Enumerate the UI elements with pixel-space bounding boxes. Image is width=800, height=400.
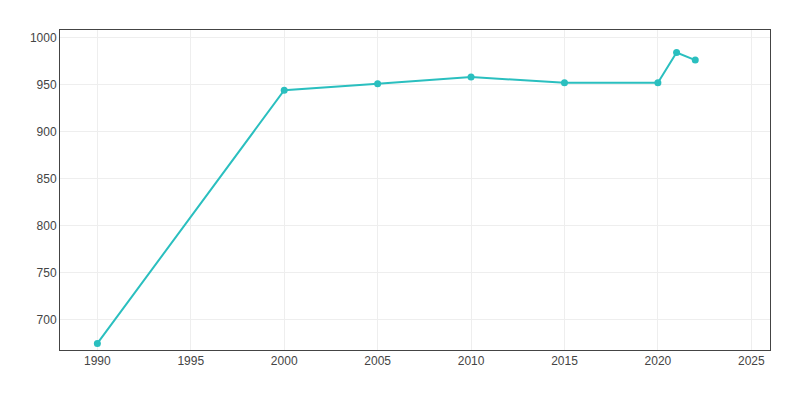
svg-text:850: 850 bbox=[37, 172, 57, 186]
svg-text:950: 950 bbox=[37, 78, 57, 92]
svg-text:800: 800 bbox=[37, 219, 57, 233]
svg-text:2015: 2015 bbox=[551, 354, 578, 368]
svg-text:2020: 2020 bbox=[645, 354, 672, 368]
svg-text:2005: 2005 bbox=[364, 354, 391, 368]
svg-text:1000: 1000 bbox=[30, 31, 57, 45]
svg-text:700: 700 bbox=[37, 313, 57, 327]
svg-text:2000: 2000 bbox=[271, 354, 298, 368]
svg-text:900: 900 bbox=[37, 125, 57, 139]
svg-text:2010: 2010 bbox=[458, 354, 485, 368]
svg-text:750: 750 bbox=[37, 266, 57, 280]
svg-text:2025: 2025 bbox=[738, 354, 765, 368]
svg-text:1995: 1995 bbox=[177, 354, 204, 368]
svg-text:1990: 1990 bbox=[84, 354, 111, 368]
